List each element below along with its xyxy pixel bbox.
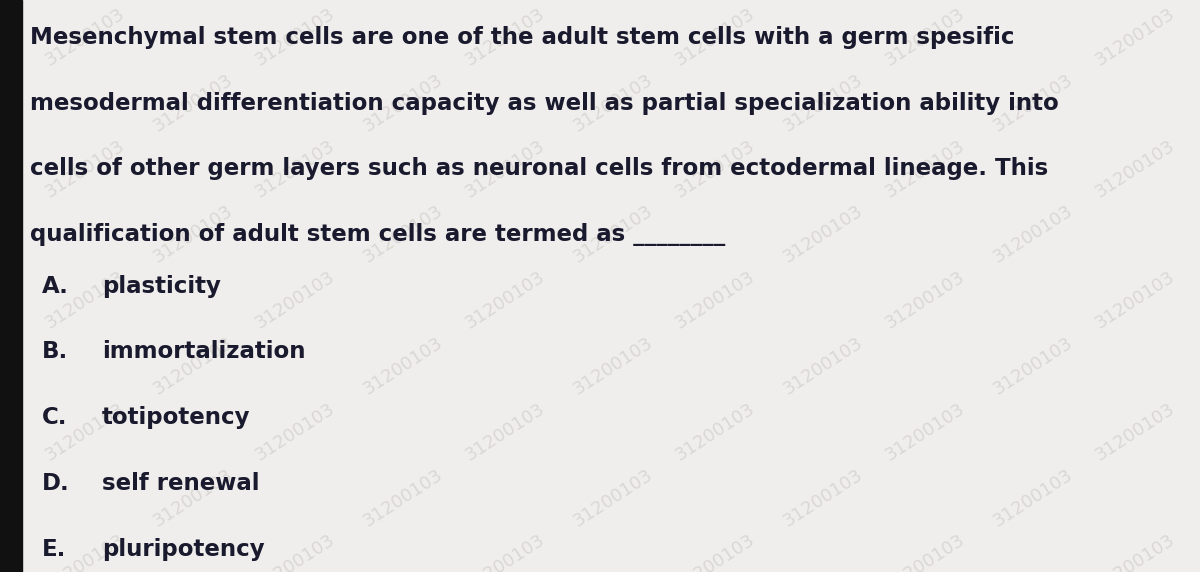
- Text: pluripotency: pluripotency: [102, 538, 265, 561]
- Text: 31200103: 31200103: [360, 70, 446, 136]
- Text: 31200103: 31200103: [990, 333, 1076, 399]
- Text: C.: C.: [42, 406, 67, 429]
- Text: 31200103: 31200103: [360, 0, 446, 4]
- Text: 31200103: 31200103: [882, 531, 968, 572]
- Text: 31200103: 31200103: [672, 268, 758, 333]
- Text: 31200103: 31200103: [570, 333, 656, 399]
- Text: 31200103: 31200103: [252, 531, 338, 572]
- Text: 31200103: 31200103: [462, 136, 548, 201]
- Text: 31200103: 31200103: [990, 70, 1076, 136]
- Text: 31200103: 31200103: [570, 70, 656, 136]
- Text: 31200103: 31200103: [42, 5, 128, 70]
- Text: 31200103: 31200103: [0, 465, 26, 530]
- Text: 31200103: 31200103: [462, 399, 548, 464]
- Text: Mesenchymal stem cells are one of the adult stem cells with a germ spesific: Mesenchymal stem cells are one of the ad…: [30, 26, 1014, 49]
- Text: 31200103: 31200103: [0, 333, 26, 399]
- Text: 31200103: 31200103: [252, 268, 338, 333]
- Text: 31200103: 31200103: [150, 333, 236, 399]
- Text: 31200103: 31200103: [360, 465, 446, 530]
- Text: 31200103: 31200103: [150, 70, 236, 136]
- Text: 31200103: 31200103: [360, 333, 446, 399]
- Text: 31200103: 31200103: [780, 70, 866, 136]
- Text: 31200103: 31200103: [1092, 268, 1178, 333]
- Text: 31200103: 31200103: [780, 0, 866, 4]
- Text: 31200103: 31200103: [672, 5, 758, 70]
- Bar: [0, 0, 22, 572]
- Text: 31200103: 31200103: [990, 202, 1076, 267]
- Text: 31200103: 31200103: [462, 531, 548, 572]
- Text: 31200103: 31200103: [672, 136, 758, 201]
- Text: 31200103: 31200103: [780, 465, 866, 530]
- Text: 31200103: 31200103: [0, 0, 26, 4]
- Text: B.: B.: [42, 340, 68, 363]
- Text: 31200103: 31200103: [672, 399, 758, 464]
- Text: 31200103: 31200103: [150, 0, 236, 4]
- Text: 31200103: 31200103: [1092, 399, 1178, 464]
- Text: 31200103: 31200103: [462, 5, 548, 70]
- Text: 31200103: 31200103: [42, 399, 128, 464]
- Text: 31200103: 31200103: [780, 333, 866, 399]
- Text: 31200103: 31200103: [1092, 531, 1178, 572]
- Text: 31200103: 31200103: [990, 465, 1076, 530]
- Text: 31200103: 31200103: [150, 465, 236, 530]
- Text: 31200103: 31200103: [882, 268, 968, 333]
- Text: 31200103: 31200103: [252, 136, 338, 201]
- Text: 31200103: 31200103: [672, 531, 758, 572]
- Text: 31200103: 31200103: [990, 0, 1076, 4]
- Text: 31200103: 31200103: [882, 5, 968, 70]
- Text: immortalization: immortalization: [102, 340, 306, 363]
- Text: 31200103: 31200103: [0, 202, 26, 267]
- Text: E.: E.: [42, 538, 66, 561]
- Text: mesodermal differentiation capacity as well as partial specialization ability in: mesodermal differentiation capacity as w…: [30, 92, 1058, 114]
- Text: 31200103: 31200103: [360, 202, 446, 267]
- Text: 31200103: 31200103: [150, 202, 236, 267]
- Text: qualification of adult stem cells are termed as ________: qualification of adult stem cells are te…: [30, 223, 725, 246]
- Text: 31200103: 31200103: [42, 531, 128, 572]
- Text: A.: A.: [42, 275, 68, 297]
- Text: 31200103: 31200103: [42, 268, 128, 333]
- Text: plasticity: plasticity: [102, 275, 221, 297]
- Text: cells of other germ layers such as neuronal cells from ectodermal lineage. This: cells of other germ layers such as neuro…: [30, 157, 1049, 180]
- Text: 31200103: 31200103: [570, 465, 656, 530]
- Text: totipotency: totipotency: [102, 406, 251, 429]
- Text: 31200103: 31200103: [252, 399, 338, 464]
- Text: 31200103: 31200103: [882, 136, 968, 201]
- Text: 31200103: 31200103: [780, 202, 866, 267]
- Text: 31200103: 31200103: [1092, 136, 1178, 201]
- Text: 31200103: 31200103: [570, 0, 656, 4]
- Text: 31200103: 31200103: [42, 136, 128, 201]
- Text: self renewal: self renewal: [102, 472, 259, 495]
- Text: 31200103: 31200103: [570, 202, 656, 267]
- Text: 31200103: 31200103: [0, 70, 26, 136]
- Text: 31200103: 31200103: [1092, 5, 1178, 70]
- Text: D.: D.: [42, 472, 70, 495]
- Text: 31200103: 31200103: [462, 268, 548, 333]
- Text: 31200103: 31200103: [252, 5, 338, 70]
- Text: 31200103: 31200103: [882, 399, 968, 464]
